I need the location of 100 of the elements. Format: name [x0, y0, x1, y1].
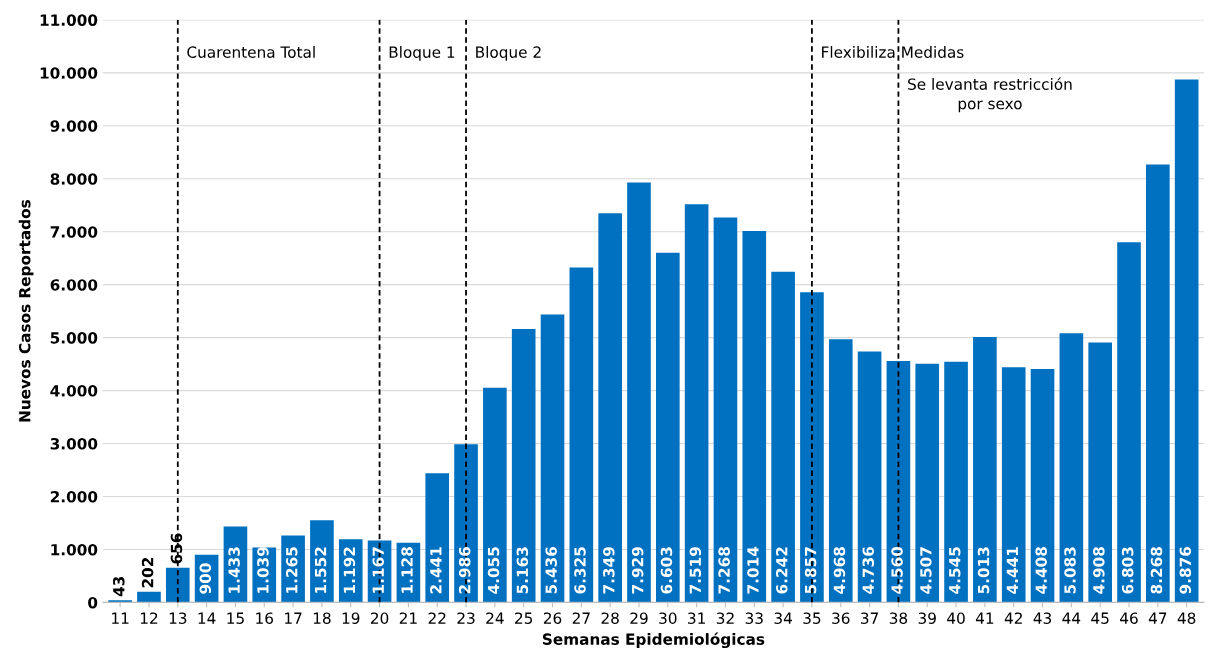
data-label: 4.507	[920, 547, 932, 594]
data-label: 5.857	[804, 547, 817, 594]
bar	[569, 267, 594, 603]
y-tick-label: 10.000	[40, 67, 98, 79]
x-tick-label: 42	[1004, 612, 1022, 624]
x-tick-label: 11	[112, 612, 129, 624]
data-label: 1.433	[228, 547, 240, 593]
data-label: 900	[199, 563, 212, 594]
data-label: 5.083	[1064, 547, 1076, 594]
y-tick-label: 0	[88, 596, 98, 609]
x-tick-label: 18	[313, 612, 331, 624]
data-label: 1.192	[343, 547, 356, 593]
x-tick-label: 26	[543, 612, 562, 624]
bar	[771, 271, 795, 603]
bar	[310, 520, 334, 603]
x-tick-label: 12	[140, 612, 158, 624]
bar	[1146, 164, 1170, 603]
data-label: 2.441	[430, 547, 442, 594]
bar	[1088, 342, 1112, 603]
bar	[1174, 79, 1199, 603]
bar	[511, 328, 536, 603]
x-tick-label: 48	[1177, 612, 1196, 624]
data-label: 7.929	[631, 547, 644, 594]
data-label: 202	[141, 557, 154, 588]
x-tick-label: 29	[630, 612, 648, 624]
bar	[540, 314, 565, 603]
data-label: 4.560	[891, 546, 903, 594]
data-label: 4.736	[862, 546, 875, 594]
x-tick-label: 34	[774, 612, 792, 624]
bar	[425, 473, 450, 603]
data-label: 1.128	[401, 547, 413, 593]
data-label: 4.545	[949, 547, 961, 594]
data-label: 1.552	[314, 547, 327, 593]
data-label: 4.408	[1035, 547, 1047, 594]
x-tick-label: 21	[399, 612, 417, 624]
x-tick-label: 17	[285, 612, 302, 624]
x-tick-label: 28	[601, 612, 619, 624]
bar	[1001, 367, 1026, 603]
data-label: 7.014	[747, 546, 759, 594]
y-tick-label: 9.000	[50, 120, 98, 132]
bar	[713, 217, 738, 603]
bar	[1059, 333, 1084, 603]
y-tick-label: 3.000	[50, 438, 98, 450]
x-tick-label: 27	[572, 612, 590, 624]
data-label: 6.803	[1121, 547, 1134, 594]
bar	[655, 252, 680, 603]
x-tick-label: 41	[975, 612, 994, 624]
data-label: 5.013	[977, 547, 990, 594]
x-tick-label: 46	[1120, 612, 1138, 624]
bar	[454, 444, 478, 603]
bar	[598, 213, 622, 603]
y-tick-label: 6.000	[50, 279, 98, 291]
x-tick-label: 36	[832, 612, 850, 624]
x-tick-label: 35	[803, 612, 821, 624]
bar	[684, 204, 709, 603]
bar	[165, 567, 190, 603]
x-tick-label: 37	[861, 612, 878, 624]
bar	[973, 336, 997, 603]
ref-line-label: Bloque 2	[476, 46, 541, 61]
x-tick-label: 16	[256, 612, 274, 624]
x-tick-label: 24	[486, 612, 504, 624]
y-tick-label: 2.000	[50, 490, 98, 503]
x-tick-label: 38	[889, 612, 908, 624]
data-label: 7.268	[718, 547, 730, 594]
y-tick-label: 1.000	[51, 543, 98, 556]
x-tick-label: 20	[370, 612, 389, 624]
data-label: 2.986	[458, 546, 471, 594]
data-label: 7.349	[603, 547, 615, 594]
y-tick-label: 11.000	[40, 14, 98, 26]
x-tick-label: 33	[745, 612, 763, 624]
bar	[886, 360, 911, 603]
x-tick-label: 31	[688, 612, 705, 624]
data-label: 4.968	[833, 547, 846, 594]
data-label: 4.441	[1006, 547, 1018, 594]
y-tick-label: 4.000	[50, 385, 98, 397]
bar	[137, 591, 161, 603]
ref-line-label: Se levanta restricción por sexo	[908, 77, 1072, 113]
bar	[627, 182, 651, 603]
data-label: 4.055	[487, 547, 500, 594]
x-tick-label: 19	[342, 612, 360, 624]
x-tick-label: 22	[428, 612, 446, 624]
bar	[944, 361, 968, 603]
data-label: 6.242	[775, 547, 788, 594]
x-tick-label: 13	[169, 612, 187, 624]
bar	[857, 351, 882, 603]
data-label: 5.436	[545, 546, 557, 594]
bar	[483, 387, 507, 603]
x-tick-label: 40	[947, 612, 965, 624]
data-label: 5.163	[516, 547, 529, 594]
data-label: 7.519	[689, 547, 702, 594]
data-label: 8.268	[1150, 547, 1163, 594]
bar	[1030, 368, 1055, 603]
bar	[742, 230, 767, 603]
data-label: 6.603	[660, 547, 673, 594]
x-tick-label: 25	[515, 612, 533, 624]
bar	[800, 292, 824, 603]
y-tick-label: 5.000	[50, 332, 98, 344]
data-label: 1.167	[372, 547, 384, 593]
bar	[828, 339, 853, 603]
x-axis-title: Semanas Epidemiológicas	[542, 632, 765, 648]
